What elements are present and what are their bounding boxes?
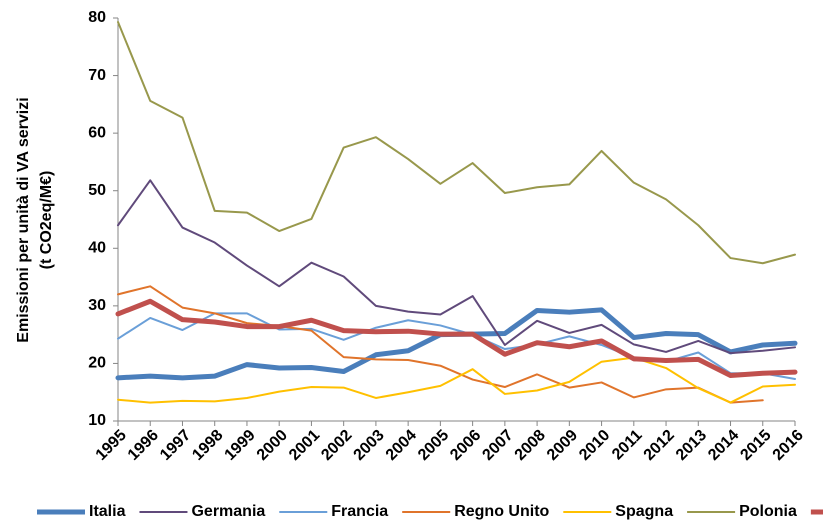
x-tick-label: 2000 <box>254 427 291 464</box>
legend-label: Polonia <box>739 503 797 520</box>
y-tick-label: 80 <box>88 9 106 26</box>
y-tick-label: 40 <box>88 240 106 257</box>
x-tick-label: 2007 <box>479 427 516 464</box>
series-line <box>117 356 796 404</box>
x-tick-label: 2015 <box>737 427 774 464</box>
legend-label: Regno Unito <box>454 503 549 520</box>
legend-label: Francia <box>331 503 388 520</box>
y-tick-label: 70 <box>88 67 106 84</box>
y-axis-label: (t CO2eq/M€) <box>38 171 55 270</box>
x-tick-label: 2009 <box>544 427 581 464</box>
x-tick-label: 2014 <box>705 427 742 464</box>
x-tick-label: 2005 <box>415 427 452 464</box>
series-line <box>117 21 796 265</box>
x-tick-label: 2013 <box>673 427 710 464</box>
y-tick-label: 30 <box>88 297 106 314</box>
y-tick-label: 50 <box>88 182 106 199</box>
x-tick-label: 1999 <box>222 427 259 464</box>
x-tick-label: 1998 <box>189 427 226 464</box>
series-line <box>115 298 798 379</box>
y-tick-label: 20 <box>88 355 106 372</box>
x-tick-label: 2004 <box>383 427 420 464</box>
x-tick-label: 1995 <box>93 427 130 464</box>
legend-label: Spagna <box>615 503 673 520</box>
x-tick-label: 2011 <box>609 427 646 464</box>
x-tick-label: 2012 <box>641 427 678 464</box>
x-tick-label: 2008 <box>512 427 549 464</box>
x-tick-label: 2006 <box>447 427 484 464</box>
series-line <box>115 307 798 381</box>
series-line <box>117 285 764 404</box>
x-tick-label: 2002 <box>318 427 355 464</box>
x-tick-label: 2016 <box>770 427 807 464</box>
x-tick-label: 2003 <box>351 427 388 464</box>
legend-label: Germania <box>191 503 265 520</box>
x-tick-label: 2010 <box>576 427 613 464</box>
x-tick-label: 1997 <box>157 427 194 464</box>
y-axis-label: Emissioni per unità di VA servizi <box>15 97 32 342</box>
series-line <box>117 312 796 380</box>
x-tick-label: 2001 <box>286 427 323 464</box>
series-line <box>117 179 796 355</box>
legend-label: Italia <box>89 503 126 520</box>
y-tick-label: 10 <box>88 412 106 429</box>
x-tick-label: 1996 <box>125 427 162 464</box>
y-tick-label: 60 <box>88 124 106 141</box>
